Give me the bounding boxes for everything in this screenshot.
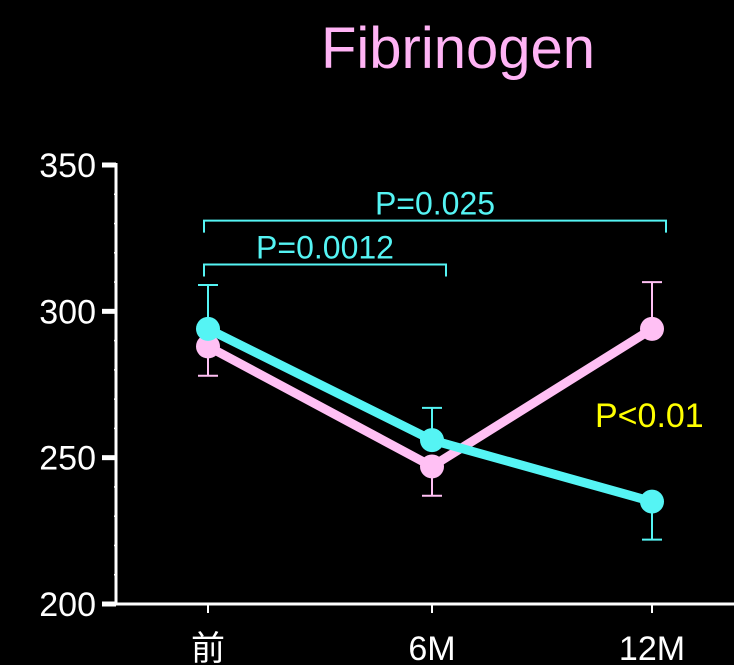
significance-brackets: P=0.025 P=0.0012 <box>203 186 667 277</box>
bracket-line <box>203 263 447 277</box>
data-point <box>196 316 220 341</box>
bracket-line <box>203 219 667 233</box>
bracket-label: P=0.0012 <box>256 230 394 266</box>
bracket-label: P=0.025 <box>375 186 495 222</box>
data-point <box>420 428 444 453</box>
data-point <box>196 334 220 359</box>
x-tick-label: 前 <box>191 630 225 665</box>
x-tick-label: 12M <box>619 630 685 665</box>
p-value-annotation: P<0.01 <box>595 397 704 435</box>
y-tick-label: 300 <box>39 293 96 331</box>
y-tick-label: 250 <box>39 440 96 478</box>
series-1 <box>196 283 664 541</box>
y-tick-label: 200 <box>39 586 96 624</box>
chart-title: Fibrinogen <box>321 16 595 81</box>
y-tick-label: 350 <box>39 147 96 185</box>
data-point <box>640 489 664 514</box>
x-tick-label: 6M <box>408 630 455 665</box>
axes: 350 300 250 200 前 6M 12M <box>39 147 734 665</box>
series-0 <box>196 281 664 497</box>
series-layer <box>196 281 664 541</box>
data-point <box>640 316 664 341</box>
data-point <box>420 454 444 479</box>
